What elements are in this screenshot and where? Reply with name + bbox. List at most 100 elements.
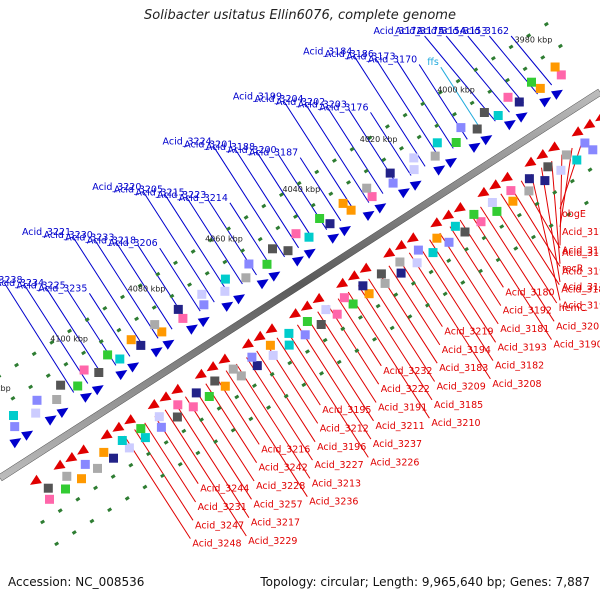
scale-tick [89, 518, 95, 524]
scale-tick [407, 314, 413, 319]
scale-tick [508, 44, 514, 50]
reverse-gene-arrow [77, 444, 89, 455]
feature-box [543, 162, 553, 172]
scale-tick [410, 281, 416, 286]
forward-gene-label: Acid_3188 [206, 142, 255, 153]
forward-gene-arrow [186, 324, 198, 335]
reverse-gene-arrow [194, 368, 207, 379]
feature-box [284, 340, 294, 350]
forward-gene-label: Acid_3204 [254, 94, 303, 105]
scale-tick [552, 190, 558, 195]
forward-gene-label: Acid_3218 [87, 235, 136, 246]
reverse-gene-arrow [430, 217, 443, 228]
forward-gene-label: Acid_3214 [179, 193, 228, 204]
scale-tick [243, 215, 249, 220]
forward-gene-label: Acid_3206 [109, 238, 158, 249]
feature-box [150, 320, 160, 330]
kbp-tick-label: 4080 kbp [128, 285, 166, 294]
feature-box [99, 447, 109, 457]
feature-box [364, 289, 374, 299]
label-leader-line [326, 106, 384, 194]
reverse-gene-label: Acid_3212 [320, 423, 369, 434]
scale-tick [363, 168, 369, 174]
reverse-gene-arrow [477, 186, 490, 197]
scale-tick [278, 192, 284, 198]
reverse-gene-label: Acid_3183 [439, 363, 488, 374]
scale-tick [49, 340, 55, 345]
forward-gene-label: Acid_3202 [276, 97, 325, 108]
feature-box [358, 281, 368, 291]
scale-tick [367, 135, 373, 141]
feature-box [93, 463, 102, 473]
feature-box [469, 209, 479, 219]
label-leader-line [144, 422, 197, 503]
scale-tick [213, 439, 219, 444]
feature-box [325, 219, 335, 229]
label-leader-line [205, 383, 258, 463]
forward-gene-label: Acid_3241 [0, 272, 2, 283]
scale-tick [98, 339, 104, 344]
feature-box [535, 83, 545, 93]
forward-gene-label: Acid_3199 [233, 92, 282, 103]
scale-tick [128, 462, 134, 468]
reverse-gene-label: Acid_3244 [200, 484, 249, 495]
feature-box [252, 361, 262, 371]
scale-tick [84, 317, 90, 322]
reverse-gene-label: Acid_3231 [198, 502, 247, 513]
label-leader-line [440, 66, 482, 131]
label-leader-line [184, 396, 252, 500]
feature-box [32, 395, 42, 405]
reverse-gene-label: Acid_3222 [381, 384, 430, 395]
label-leader-line [256, 151, 314, 240]
feature-box [178, 313, 188, 323]
scale-tick [331, 158, 337, 163]
scale-tick [534, 201, 540, 207]
label-leader-line [408, 252, 491, 380]
forward-gene-arrow [480, 135, 493, 146]
kbp-tick-label: 4040 kbp [283, 185, 321, 194]
label-leader-line [186, 197, 243, 285]
label-leader-line [195, 389, 255, 482]
feature-box [173, 304, 183, 314]
feature-box [210, 376, 220, 386]
feature-box [493, 111, 503, 120]
forward-gene-label: Acid_3233 [65, 233, 114, 244]
scale-tick [304, 349, 310, 354]
scale-tick [583, 200, 589, 206]
scale-tick [428, 269, 434, 275]
scale-tick [234, 394, 240, 400]
reverse-gene-arrow [206, 361, 219, 372]
feature-box [262, 259, 272, 269]
label-leader-line [429, 239, 497, 343]
scale-tick [57, 508, 63, 513]
gene-arrows [9, 89, 600, 485]
feature-box [156, 422, 166, 432]
forward-gene-arrow [127, 362, 140, 373]
feature-box [115, 354, 125, 364]
forward-gene-arrow [233, 294, 245, 305]
reverse-gene-label: Acid_3257 [254, 499, 303, 510]
forward-gene-arrow [409, 180, 422, 191]
label-leader-line [24, 284, 89, 384]
scale-tick [487, 89, 493, 94]
reverse-gene-arrow [595, 113, 600, 122]
forward-gene-label: Acid_3230 [44, 230, 93, 241]
scale-tick [199, 417, 204, 423]
feature-box [43, 483, 53, 493]
feature-box [136, 424, 146, 434]
feature-box [456, 123, 466, 133]
label-leader-line [559, 141, 583, 209]
feature-box [396, 268, 406, 278]
kbp-tick-label: 4120 kbp [0, 384, 11, 393]
reverse-gene-label: Acid_3216 [261, 444, 310, 455]
feature-box [580, 138, 590, 148]
scale-tick [283, 393, 289, 399]
reverse-gene-arrow [548, 141, 560, 152]
reverse-gene-label: Acid_3181 [500, 324, 549, 335]
scale-tick [357, 315, 363, 320]
label-leader-line [388, 265, 441, 346]
scale-tick [557, 43, 563, 49]
scale-tick [257, 236, 263, 242]
label-leader-line [123, 435, 191, 539]
feature-box [228, 364, 238, 374]
